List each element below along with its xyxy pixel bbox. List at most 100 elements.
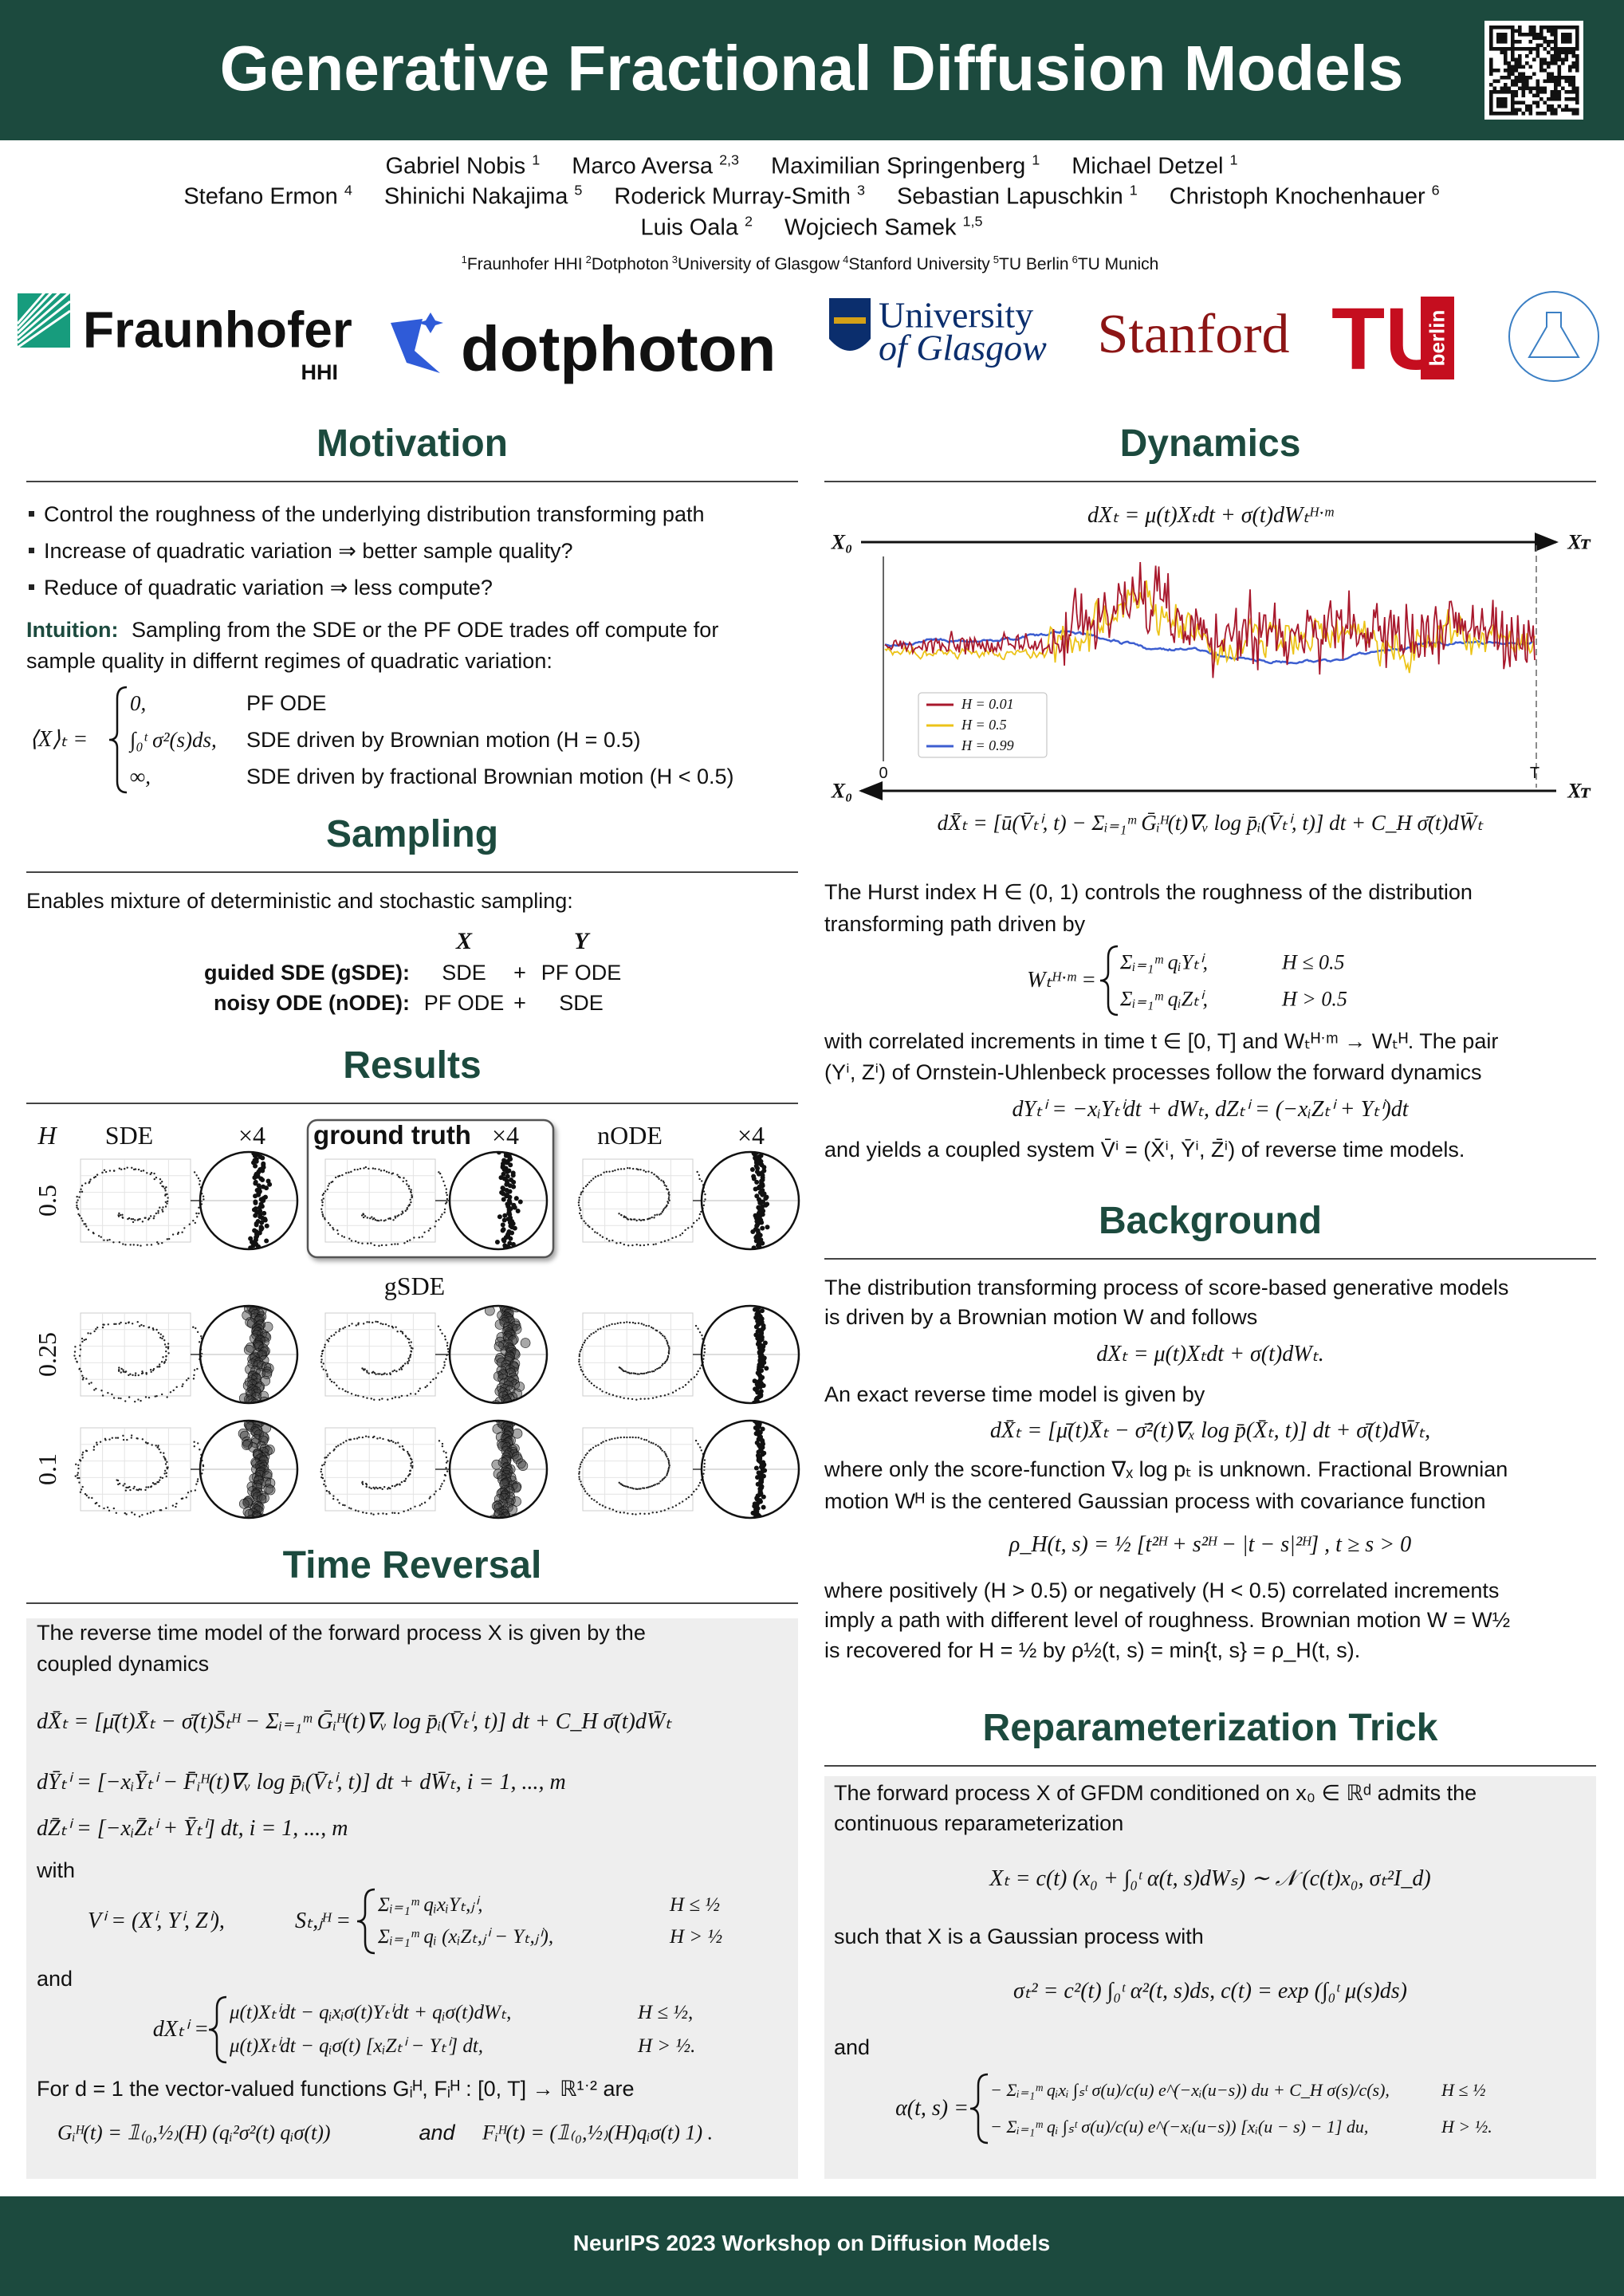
poster-title: Generative Fractional Diffusion Models [219,33,1404,104]
sample-dot [344,1172,348,1174]
sample-dot [643,1487,646,1489]
qr-module [1521,86,1526,91]
sample-dot [328,1491,330,1493]
sample-dot [663,1208,666,1210]
sample-dot [590,1382,593,1385]
sample-dot [81,1485,84,1488]
qr-module [1539,65,1543,69]
sample-dot [637,1437,640,1439]
sample-dot [404,1335,407,1337]
zoom-dot [514,1382,525,1392]
sample-dot [134,1372,137,1374]
zoom-dot [501,1197,506,1202]
sample-dot [602,1441,604,1443]
sample-dot [321,1201,324,1204]
equation: dX̄ₜ = [ū(V̄ₜⁱ, t) − Σᵢ₌₁ᵐ Ḡᵢᴴ(t)∇ᵥ log … [937,810,1484,835]
table-cell: SDE [559,990,604,1015]
sample-dot [702,1204,706,1207]
sample-dot [446,1347,450,1350]
sample-dot [626,1371,628,1374]
logo-text: HHI [301,360,339,384]
sample-dot [611,1170,614,1173]
sample-dot [394,1396,397,1398]
sample-dot [698,1484,700,1487]
qr-module [1518,65,1522,69]
qr-module [1543,112,1547,116]
sample-dot [153,1177,155,1181]
sample-dot [200,1335,203,1338]
sample-dot [659,1213,661,1216]
sample-dot [663,1394,667,1397]
sample-dot [635,1398,638,1401]
sample-dot [95,1387,97,1390]
sample-dot [426,1385,428,1387]
sample-dot [580,1191,583,1193]
sample-dot [364,1215,367,1217]
sample-dot [368,1436,370,1438]
sample-dot [138,1488,140,1491]
sample-dot [605,1391,608,1394]
sample-dot [408,1203,411,1206]
sample-dot [419,1504,421,1507]
sample-dot [581,1485,584,1488]
sample-dot [627,1512,629,1515]
qr-module [1532,47,1536,51]
sample-dot [687,1496,690,1499]
sample-dot [671,1391,674,1394]
header-band [0,0,1624,140]
sample-dot [600,1174,603,1176]
sample-dot [362,1216,365,1219]
sample-dot [326,1188,328,1191]
sample-dot [175,1505,177,1508]
sample-dot [596,1232,599,1234]
sample-dot [407,1453,410,1455]
zoom-dot [262,1217,268,1223]
sample-dot [667,1469,670,1472]
qr-module [1492,86,1497,91]
sample-dot [417,1390,420,1393]
qr-module [1521,112,1526,116]
qr-module [1489,93,1493,98]
qr-module [1511,72,1515,77]
sample-dot [375,1486,377,1488]
sample-dot [626,1436,628,1439]
sample-dot [158,1448,160,1451]
zoom-dot [515,1209,521,1213]
sample-dot [332,1334,336,1336]
paragraph-line: and [37,1966,73,1991]
zoom-dot [267,1181,273,1187]
equation: dXₜ = μ(t)Xₜdt + σ(t)dWₜᴴˑᵐ [1087,503,1334,529]
sample-dot [76,1474,79,1476]
sample-dot [592,1331,595,1335]
paragraph-line: Enables mixture of deterministic and sto… [26,888,573,913]
sample-dot [608,1240,611,1242]
sample-dot [128,1396,131,1398]
sample-dot [647,1512,651,1515]
qr-module [1504,86,1508,91]
sample-dot [604,1506,607,1508]
qr-module [1489,72,1493,77]
sample-dot [383,1220,385,1222]
zoom-dot [253,1200,258,1205]
sample-dot [156,1446,159,1449]
sample-dot [433,1493,435,1496]
sample-dot [77,1472,80,1474]
sample-dot [423,1501,427,1504]
cases-value: ∫₀ᵗ σ²(s)ds, [130,727,217,752]
sample-dot [445,1452,447,1454]
sample-dot [120,1168,123,1170]
qr-module [1543,69,1547,73]
zoom-circle [199,1419,299,1520]
sample-dot [81,1185,84,1187]
sample-dot [603,1171,605,1174]
qr-module [1511,83,1515,87]
sample-dot [85,1449,88,1453]
qr-module [1521,33,1526,37]
sample-dot [632,1488,635,1490]
sample-dot [643,1244,646,1247]
sample-dot [118,1241,121,1244]
qr-module [1547,104,1551,108]
sample-dot [333,1381,336,1384]
qr-module [1528,112,1533,116]
